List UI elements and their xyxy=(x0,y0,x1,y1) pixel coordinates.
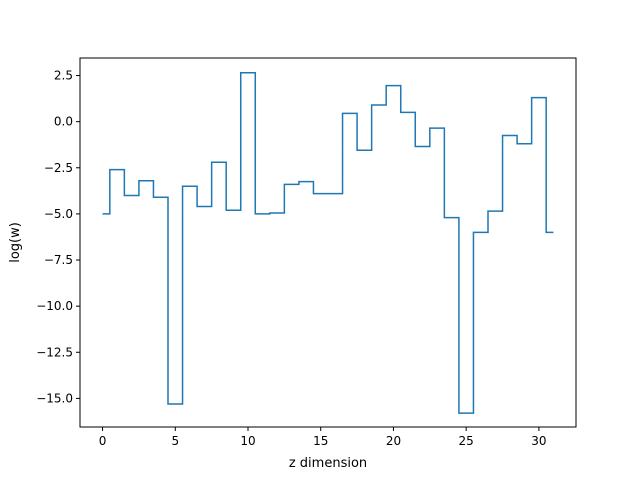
x-tick-label: 25 xyxy=(459,434,474,448)
x-tick-label: 15 xyxy=(313,434,328,448)
x-tick-label: 10 xyxy=(240,434,255,448)
y-tick-label: −2.5 xyxy=(44,161,73,175)
y-tick-label: −15.0 xyxy=(36,391,73,405)
y-tick-label: −12.5 xyxy=(36,345,73,359)
y-axis-ticks: −15.0 −12.5 −10.0 −7.5 −5.0 −2.5 0.0 2.5 xyxy=(36,69,80,405)
y-tick-label: −7.5 xyxy=(44,253,73,267)
y-tick-label: 0.0 xyxy=(54,115,73,129)
y-axis-label: log(w) xyxy=(8,222,23,263)
y-tick-label: −10.0 xyxy=(36,299,73,313)
series-step-line xyxy=(102,72,554,414)
plot-area xyxy=(102,72,554,414)
x-tick-label: 5 xyxy=(171,434,179,448)
axes-frame xyxy=(79,57,577,428)
x-axis-label: z dimension xyxy=(289,456,367,471)
x-tick-label: 30 xyxy=(531,434,546,448)
x-axis-ticks: 0 5 10 15 20 25 30 xyxy=(99,427,547,448)
x-tick-label: 0 xyxy=(99,434,107,448)
y-tick-label: −5.0 xyxy=(44,207,73,221)
x-tick-label: 20 xyxy=(386,434,401,448)
y-tick-label: 2.5 xyxy=(54,69,73,83)
